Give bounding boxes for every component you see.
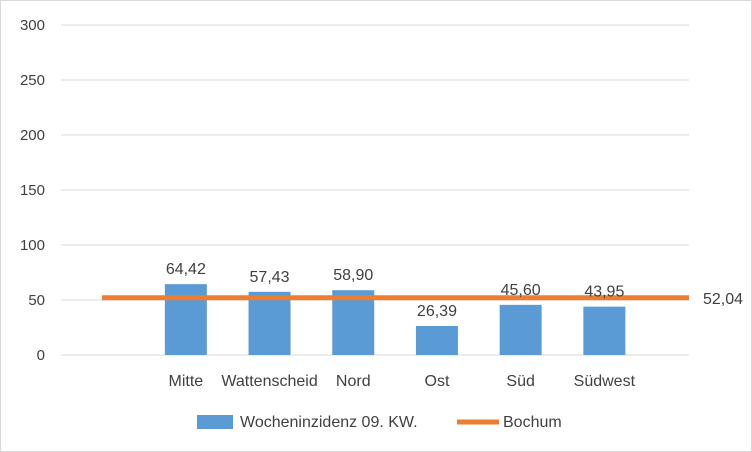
- data-label-südwest: 43,95: [584, 284, 624, 301]
- legend: Wocheninzidenz 09. KW. Bochum: [197, 414, 562, 431]
- bars: [164, 284, 626, 355]
- data-label-ost: 26,39: [417, 303, 457, 320]
- grid-lines: [61, 24, 689, 356]
- data-label-mitte: 64,42: [166, 261, 206, 278]
- bar-wattenscheid: [248, 291, 291, 355]
- category-labels: Mitte Wattenscheid Nord Ost Süd Südwest: [169, 373, 636, 390]
- category-label-nord: Nord: [336, 373, 371, 390]
- y-axis-ticks: 0 50 100 150 200 250 300: [20, 17, 45, 364]
- category-label-ost: Ost: [425, 373, 450, 390]
- y-tick-label-200: 200: [20, 127, 45, 144]
- y-tick-label-100: 100: [20, 237, 45, 254]
- y-tick-label-50: 50: [28, 292, 45, 309]
- bar-mitte: [164, 284, 207, 355]
- bar-südwest: [583, 306, 626, 355]
- y-tick-label-0: 0: [37, 347, 45, 364]
- category-label-südwest: Südwest: [574, 373, 636, 390]
- bar-süd: [499, 304, 542, 355]
- bar-nord: [332, 290, 375, 355]
- category-label-süd: Süd: [506, 373, 534, 390]
- bar-ost: [415, 325, 458, 355]
- legend-label-bar: Wocheninzidenz 09. KW.: [240, 414, 418, 431]
- category-label-wattenscheid: Wattenscheid: [221, 373, 317, 390]
- data-label-nord: 58,90: [333, 267, 373, 284]
- legend-label-line: Bochum: [503, 414, 562, 431]
- legend-swatch-bar: [197, 415, 233, 429]
- data-label-wattenscheid: 57,43: [250, 269, 290, 286]
- data-label-bochum: 52,04: [703, 291, 743, 308]
- category-label-mitte: Mitte: [169, 373, 204, 390]
- y-tick-label-300: 300: [20, 17, 45, 34]
- y-tick-label-250: 250: [20, 72, 45, 89]
- data-label-süd: 45,60: [501, 282, 541, 299]
- y-tick-label-150: 150: [20, 182, 45, 199]
- data-labels: 64,42 57,43 58,90 26,39 45,60 43,95 52,04: [166, 261, 743, 320]
